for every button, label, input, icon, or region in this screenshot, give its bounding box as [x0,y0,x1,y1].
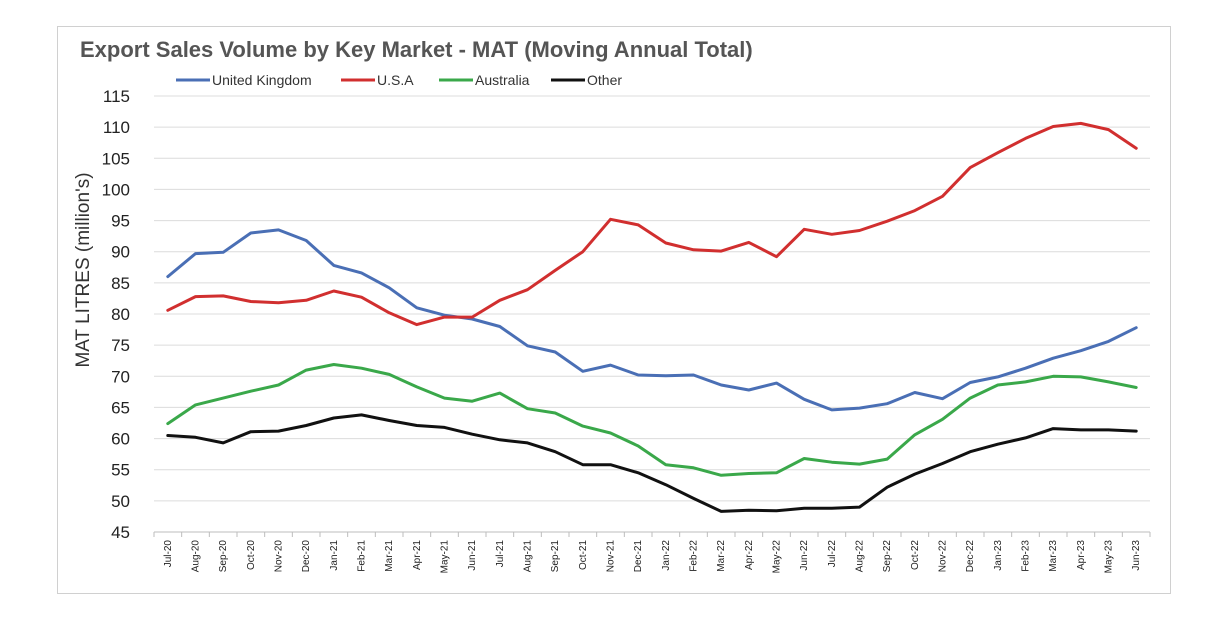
x-tick-label: Mar-21 [384,540,395,572]
x-tick-label: Feb-23 [1021,540,1032,572]
grid [154,95,1150,533]
y-axis-ticks: 45 50 55 60 65 70 75 80 85 90 95 100 105 110 115 [102,87,130,542]
y-tick-label: 85 [111,274,130,293]
x-tick-label: Mar-22 [716,540,727,572]
x-tick-label: Jul-21 [495,540,506,568]
series-lines [166,121,1138,513]
y-tick-label: 100 [102,180,130,199]
x-tick-label: Apr-22 [744,540,755,570]
y-axis-title: MAT LITRES (million's) [73,172,94,367]
y-tick-label: 70 [111,367,130,386]
x-tick-label: May-23 [1104,540,1115,574]
y-tick-label: 75 [111,336,130,355]
x-tick-label: Aug-22 [855,540,866,573]
x-tick-label: Aug-20 [191,540,202,573]
x-tick-label: Jul-22 [827,540,838,568]
x-tick-label: Apr-21 [412,540,423,570]
x-tick-label: Apr-23 [1076,540,1087,570]
x-tick-label: Mar-23 [1048,540,1059,572]
x-tick-label: Oct-21 [578,540,589,570]
x-tick-label: Sep-20 [218,540,229,573]
x-tick-label: Dec-20 [301,540,312,573]
x-tick-label: Jun-23 [1131,540,1142,571]
x-tick-label: Oct-20 [246,540,257,570]
x-tick-label: Nov-21 [606,540,617,573]
x-tick-label: Jun-22 [799,540,810,571]
x-tick-label: Feb-21 [357,540,368,572]
x-tick-label: Dec-22 [965,540,976,573]
x-axis-ticks: Jul-20 Aug-20 Sep-20 Oct-20 Nov-20 Dec-20 Jan-… [153,532,1151,574]
y-tick-label: 50 [111,492,130,511]
x-tick-label: Nov-20 [274,540,285,573]
y-tick-label: 90 [111,243,130,262]
y-tick-label: 115 [103,87,130,106]
x-tick-label: Jul-20 [163,540,174,568]
chart-title: Export Sales Volume by Key Market - MAT … [80,37,753,62]
y-tick-label: 60 [111,430,130,449]
x-tick-label: Sep-22 [882,540,893,573]
x-tick-label: Jun-21 [467,540,478,571]
x-tick-label: May-21 [440,540,451,574]
x-tick-label: Jan-23 [993,540,1004,571]
x-tick-label: Oct-22 [910,540,921,570]
x-tick-label: Feb-22 [689,540,700,572]
x-tick-label: Dec-21 [633,540,644,573]
legend: United Kingdom U.S.A Australia Other [176,72,622,88]
series-line-other [166,413,1138,513]
y-tick-label: 45 [111,523,130,542]
legend-label: Other [587,72,622,88]
x-tick-label: Jan-22 [661,540,672,571]
y-tick-label: 80 [111,305,130,324]
chart-frame: Export Sales Volume by Key Market - MAT … [57,26,1171,594]
legend-label: United Kingdom [212,72,312,88]
line-chart: Export Sales Volume by Key Market - MAT … [73,37,1151,574]
x-tick-label: Nov-22 [938,540,949,573]
y-tick-label: 110 [103,118,130,137]
x-tick-label: Aug-21 [523,540,534,573]
y-tick-label: 55 [111,461,130,480]
legend-label: U.S.A [377,72,414,88]
series-line-u-s-a [166,121,1138,327]
legend-label: Australia [475,72,530,88]
y-tick-label: 65 [111,398,130,417]
x-tick-label: Sep-21 [550,540,561,573]
series-line-united-kingdom [166,228,1138,412]
series-line-australia [166,363,1138,477]
y-tick-label: 105 [102,149,130,168]
x-tick-label: Jan-21 [329,540,340,571]
x-tick-label: May-22 [772,540,783,574]
y-tick-label: 95 [111,212,130,231]
